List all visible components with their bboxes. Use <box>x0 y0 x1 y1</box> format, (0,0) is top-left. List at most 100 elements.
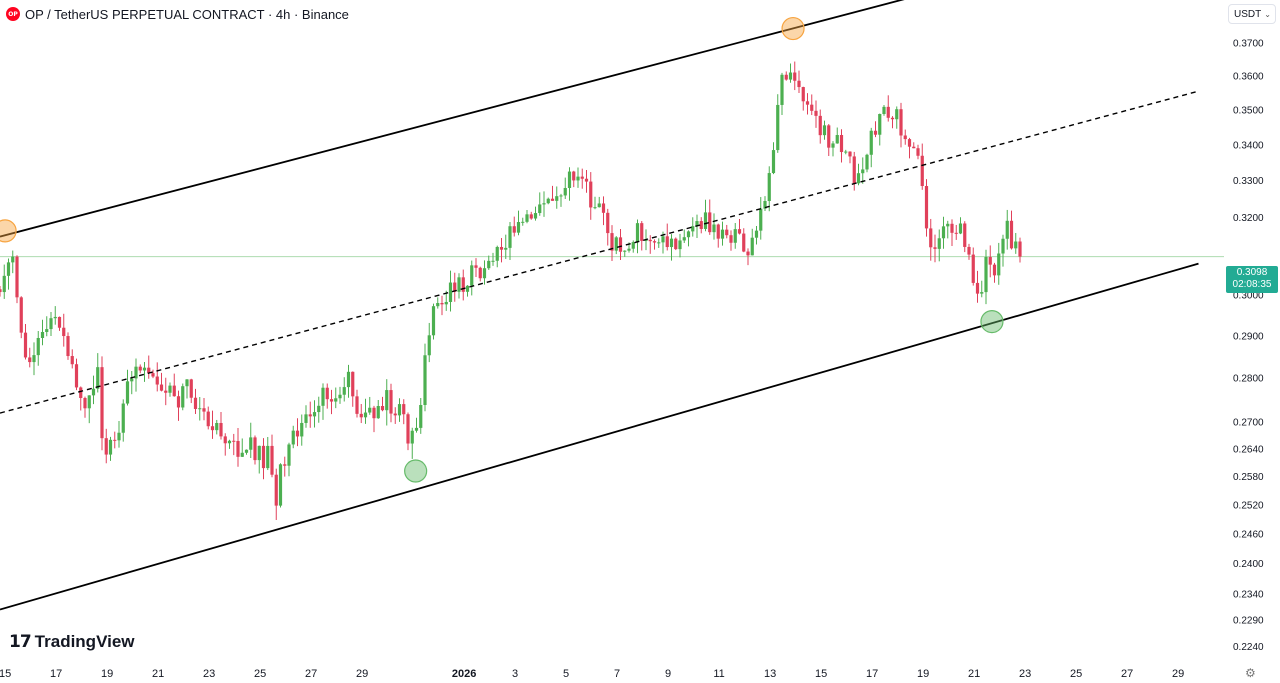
candle-body <box>895 109 899 120</box>
candle <box>895 106 899 129</box>
candle <box>788 63 793 83</box>
candle <box>725 224 729 239</box>
candle-body <box>839 135 844 153</box>
candle-body <box>614 237 618 251</box>
candle-body <box>491 260 495 262</box>
candle-body <box>317 405 321 413</box>
x-tick-label: 19 <box>917 668 929 680</box>
y-tick-label: 0.3300 <box>1233 176 1264 187</box>
y-tick-label: 0.2340 <box>1233 589 1264 600</box>
x-tick-label: 2026 <box>452 668 476 680</box>
candle <box>36 330 40 366</box>
candle-body <box>176 396 181 408</box>
candle <box>83 396 87 418</box>
candle <box>886 95 890 122</box>
candle <box>861 157 865 184</box>
candle-body <box>40 332 45 338</box>
candle <box>198 396 202 421</box>
candle <box>771 142 776 175</box>
candle <box>40 319 45 346</box>
candle <box>699 217 703 234</box>
tradingview-wordmark: TradingView <box>34 632 135 651</box>
candle <box>478 266 482 282</box>
candle-body <box>984 256 988 293</box>
candle-body <box>967 246 971 255</box>
candle-body <box>385 390 389 411</box>
candle-body <box>57 316 62 328</box>
candle-body <box>351 371 355 397</box>
candle-body <box>814 110 818 116</box>
candle-body <box>767 173 771 202</box>
channel-upper-line <box>0 0 905 238</box>
candle <box>555 186 559 209</box>
candle-body <box>954 232 958 234</box>
currency-button[interactable]: USDT ⌄ <box>1228 4 1276 24</box>
candle <box>283 456 287 477</box>
candle-body <box>338 394 342 399</box>
candle <box>338 386 342 404</box>
candle <box>232 433 236 456</box>
candle <box>334 387 338 409</box>
candle <box>729 230 733 251</box>
candle-body <box>601 203 606 213</box>
candle <box>797 70 801 94</box>
candle <box>572 170 576 188</box>
candle <box>100 356 104 451</box>
candle <box>138 364 142 374</box>
candle <box>427 322 431 363</box>
y-tick-label: 0.2800 <box>1233 374 1264 385</box>
candle <box>155 362 159 392</box>
candle <box>19 296 23 339</box>
candle-body <box>546 198 550 204</box>
candle-body <box>882 106 886 114</box>
candle-body <box>865 154 869 170</box>
candle-body <box>899 109 903 136</box>
candle <box>189 378 193 404</box>
candle <box>295 418 300 447</box>
candle <box>23 323 28 360</box>
candle-body <box>618 237 623 252</box>
candle <box>1014 232 1018 254</box>
candle-body <box>754 230 759 238</box>
candle <box>763 196 767 211</box>
candle <box>11 250 15 274</box>
candle-body <box>6 262 11 276</box>
candle <box>87 395 91 424</box>
candle-body <box>958 223 963 234</box>
candle-body <box>410 430 414 444</box>
candle-body <box>270 445 274 475</box>
time-axis[interactable]: 15 17 19 21 23 25 27 29 2026 3 5 7 9 11 13 15 17 19 21 23 25… <box>0 668 1184 680</box>
candle <box>873 121 878 138</box>
candle-body <box>474 265 478 268</box>
candle-body <box>627 248 631 251</box>
x-tick-label: 5 <box>563 668 569 680</box>
channel-lines <box>0 0 1199 611</box>
candle <box>946 220 950 239</box>
candle <box>53 306 57 325</box>
candle <box>355 389 359 418</box>
candle-body <box>444 301 448 305</box>
candle <box>202 397 206 421</box>
candle-body <box>856 173 861 184</box>
candle <box>984 249 988 305</box>
candle-body <box>657 242 661 244</box>
x-tick-label: 17 <box>50 668 62 680</box>
candle-body <box>831 143 835 148</box>
candle-body <box>274 474 278 506</box>
tradingview-logo[interactable]: 17 TradingView <box>9 632 135 652</box>
candle-body <box>508 226 512 248</box>
candle-body <box>576 176 580 181</box>
price-axis[interactable]: 0.38000.37000.36000.35000.34000.33000.32… <box>1233 7 1264 653</box>
last-price-value: 0.3098 <box>1236 267 1268 278</box>
x-tick-label: 29 <box>1172 668 1184 680</box>
candle <box>62 313 66 347</box>
candle-body <box>11 256 15 263</box>
candle <box>219 412 223 440</box>
candle <box>261 438 266 480</box>
candle <box>648 235 652 254</box>
candle <box>750 228 754 256</box>
candle-body <box>380 406 385 411</box>
candle-body <box>950 223 954 233</box>
gear-icon[interactable]: ⚙ <box>1245 666 1256 680</box>
